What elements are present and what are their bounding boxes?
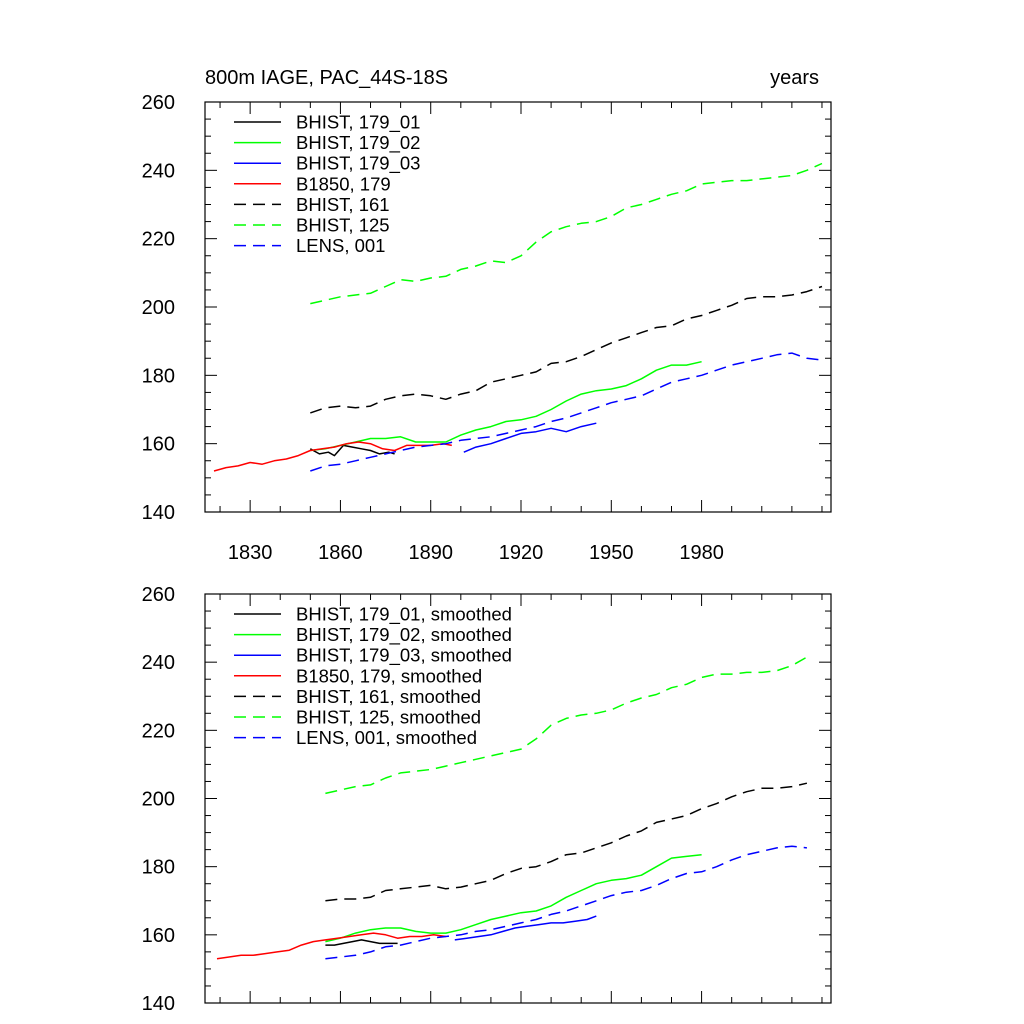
legend-label: BHIST, 179_03, smoothed — [296, 645, 512, 667]
series-line — [309, 444, 395, 457]
chart-title: 800m IAGE, PAC_44S-18S — [205, 67, 448, 89]
series-line — [310, 352, 823, 472]
x-tick-label: 1950 — [589, 542, 634, 564]
legend-label: BHIST, 179_03 — [296, 153, 420, 175]
units-label: years — [770, 67, 819, 89]
y-tick-label: 220 — [142, 229, 175, 251]
series-line — [310, 162, 823, 305]
x-tick-label: 1860 — [318, 542, 363, 564]
top-panel: 140 160 180 200 220 240 260 1830 1860 1890 1920 195… — [142, 67, 832, 564]
y-tick-label: 200 — [142, 297, 175, 319]
series-line — [216, 932, 446, 960]
legend-label: LENS, 001, smoothed — [296, 727, 477, 748]
legend-label: BHIST, 179_01, smoothed — [296, 604, 512, 626]
series-line — [325, 782, 808, 902]
y-tick-label: 200 — [142, 789, 175, 811]
legend-label: BHIST, 179_01 — [296, 112, 420, 134]
y-tick-label: 260 — [142, 584, 175, 606]
series-line — [325, 939, 398, 946]
series-line — [454, 915, 597, 941]
legend-label: LENS, 001 — [296, 235, 385, 256]
x-tick-label: 1920 — [499, 542, 544, 564]
legend-label: BHIST, 179_02 — [296, 132, 420, 154]
series-line — [463, 422, 597, 453]
legend-label: BHIST, 125, smoothed — [296, 707, 481, 728]
series-line — [310, 360, 702, 452]
series-line — [325, 853, 702, 943]
y-tick-label: 180 — [142, 857, 175, 879]
legend-label: BHIST, 179_02, smoothed — [296, 624, 512, 646]
y-tick-label: 220 — [142, 720, 175, 742]
y-tick-label: 160 — [142, 434, 175, 456]
y-tick-label: 260 — [142, 92, 175, 114]
y-tick-label: 240 — [142, 652, 175, 674]
y-tick-label: 180 — [142, 365, 175, 387]
legend-label: BHIST, 161, smoothed — [296, 686, 481, 707]
legend-label: B1850, 179, smoothed — [296, 665, 482, 686]
y-tick-label: 160 — [142, 925, 175, 947]
y-tick-label: 240 — [142, 160, 175, 182]
y-tick-label: 140 — [142, 993, 175, 1015]
series-line — [213, 441, 452, 472]
x-tick-label: 1830 — [228, 542, 273, 564]
x-tick-label: 1890 — [408, 542, 453, 564]
series-line — [325, 656, 808, 795]
bottom-panel: 140 160 180 200 220 240 260 BHIST, 179_01, smoo… — [142, 584, 832, 1015]
series-line — [325, 845, 807, 960]
series-line — [310, 285, 823, 414]
y-tick-label: 140 — [142, 502, 175, 524]
legend-label: BHIST, 161 — [296, 194, 390, 215]
legend-label: B1850, 179 — [296, 173, 391, 194]
x-tick-label: 1980 — [679, 542, 724, 564]
legend-label: BHIST, 125 — [296, 215, 390, 236]
